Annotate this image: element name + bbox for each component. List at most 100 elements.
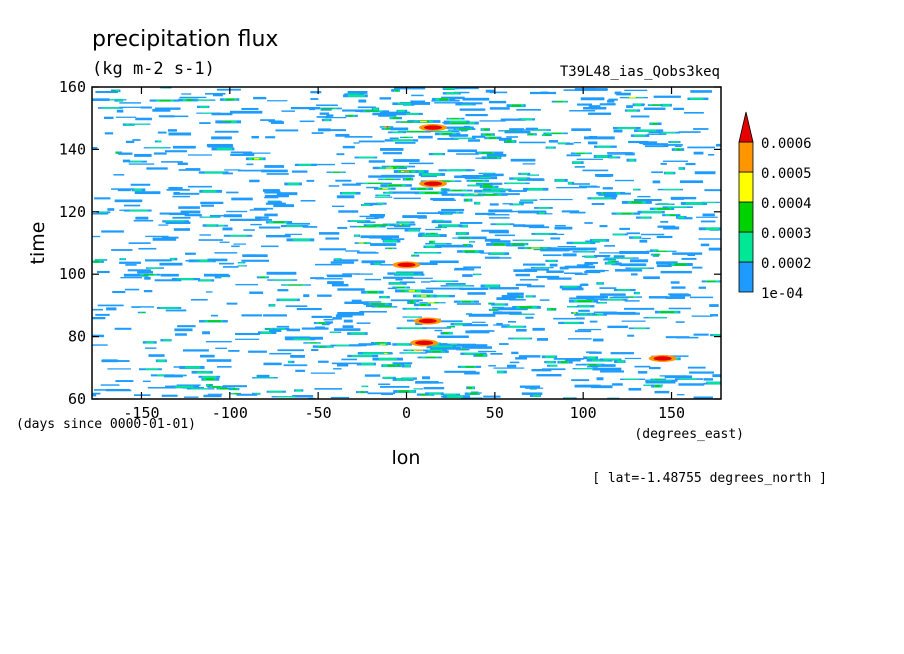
precip-streak [681,257,697,260]
precip-streak [253,207,274,210]
precip-streak [132,139,141,141]
precip-streak [481,229,509,232]
precip-streak [422,327,451,329]
precip-streak [92,392,101,395]
precip-streak [332,317,342,320]
precip-streak [515,273,530,277]
precip-streak [561,210,580,213]
precip-streak [358,242,364,244]
precip-streak [423,387,445,390]
precip-streak [549,233,565,236]
precip-streak [265,136,276,139]
precip-streak [630,273,638,276]
precip-streak [261,169,288,173]
precip-streak [241,259,270,262]
precip-streak [578,251,592,253]
precip-streak [367,291,378,294]
precip-streak [242,254,268,258]
precip-streak [112,290,126,294]
precip-streak [631,201,642,204]
precip-streak [475,193,482,195]
precip-streak [416,212,443,214]
precip-streak [135,117,152,121]
colorbar-swatch [738,141,754,173]
precip-streak [489,257,512,259]
precip-streak [337,312,350,315]
precip-streak [526,295,533,298]
precip-streak [415,322,423,326]
precip-streak [642,143,668,146]
precip-streak [319,248,347,251]
precip-streak [117,188,131,192]
precip-streak [393,197,421,200]
precip-streak [541,368,566,371]
precip-streak [546,270,564,273]
precip-streak [577,300,592,303]
precip-streak [560,361,568,364]
precip-streak [456,153,479,155]
precip-streak [119,102,142,104]
precip-streak [607,152,633,154]
precip-streak [441,96,465,100]
y-axis-units: (days since 0000-01-01) [16,417,196,432]
precip-streak [228,349,240,352]
precip-streak [479,176,491,179]
precip-streak [616,92,631,96]
precip-streak [481,152,493,154]
precip-streak [574,88,608,91]
precip-streak [260,331,272,334]
precip-streak [619,263,647,267]
precip-streak [437,137,459,140]
precip-streak [158,115,175,118]
precip-streak [335,344,357,347]
precip-streak [206,384,211,387]
precip-streak [450,343,458,345]
precip-streak [342,273,360,275]
precip-streak [705,227,720,230]
precip-streak [525,387,544,389]
precip-streak [92,394,97,397]
x-tick-label: 0 [402,404,411,422]
precip-streak [370,303,385,305]
precip-streak [535,233,552,235]
precip-streak [409,300,414,302]
precip-streak [235,283,259,286]
precip-streak [511,104,522,107]
x-tick-label: -100 [212,404,248,422]
precip-streak [218,121,230,124]
precip-streak [410,100,426,103]
precip-streak [331,283,349,287]
precip-streak [140,106,152,109]
precip-streak [643,276,660,280]
precip-streak [366,186,379,189]
precip-streak [519,306,532,309]
precip-streak [374,216,384,219]
precip-streak [264,213,278,217]
precip-streak [100,384,120,386]
precip-streak [259,216,269,219]
precip-streak [457,102,483,105]
precip-streak [633,327,646,329]
precip-streak [652,254,659,257]
precip-streak [662,160,688,162]
precip-streak [550,237,561,240]
precip-streak [427,349,442,352]
precip-streak [337,226,348,229]
precip-streak [335,133,350,137]
precip-streak [660,220,669,223]
precip-streak [489,91,508,94]
precip-streak [454,323,468,326]
precip-streak [267,328,274,330]
precip-streak [465,330,490,334]
precip-streak [390,282,403,285]
precip-streak [518,210,547,214]
precip-streak [549,364,558,367]
precip-streak [163,339,171,342]
chart-units: (kg m-2 s-1) [92,59,215,79]
precip-streak [638,129,657,132]
precip-streak [615,179,634,182]
precip-streak [258,226,281,229]
precip-streak [362,352,386,355]
precip-streak [112,89,117,92]
precip-streak [429,260,459,264]
